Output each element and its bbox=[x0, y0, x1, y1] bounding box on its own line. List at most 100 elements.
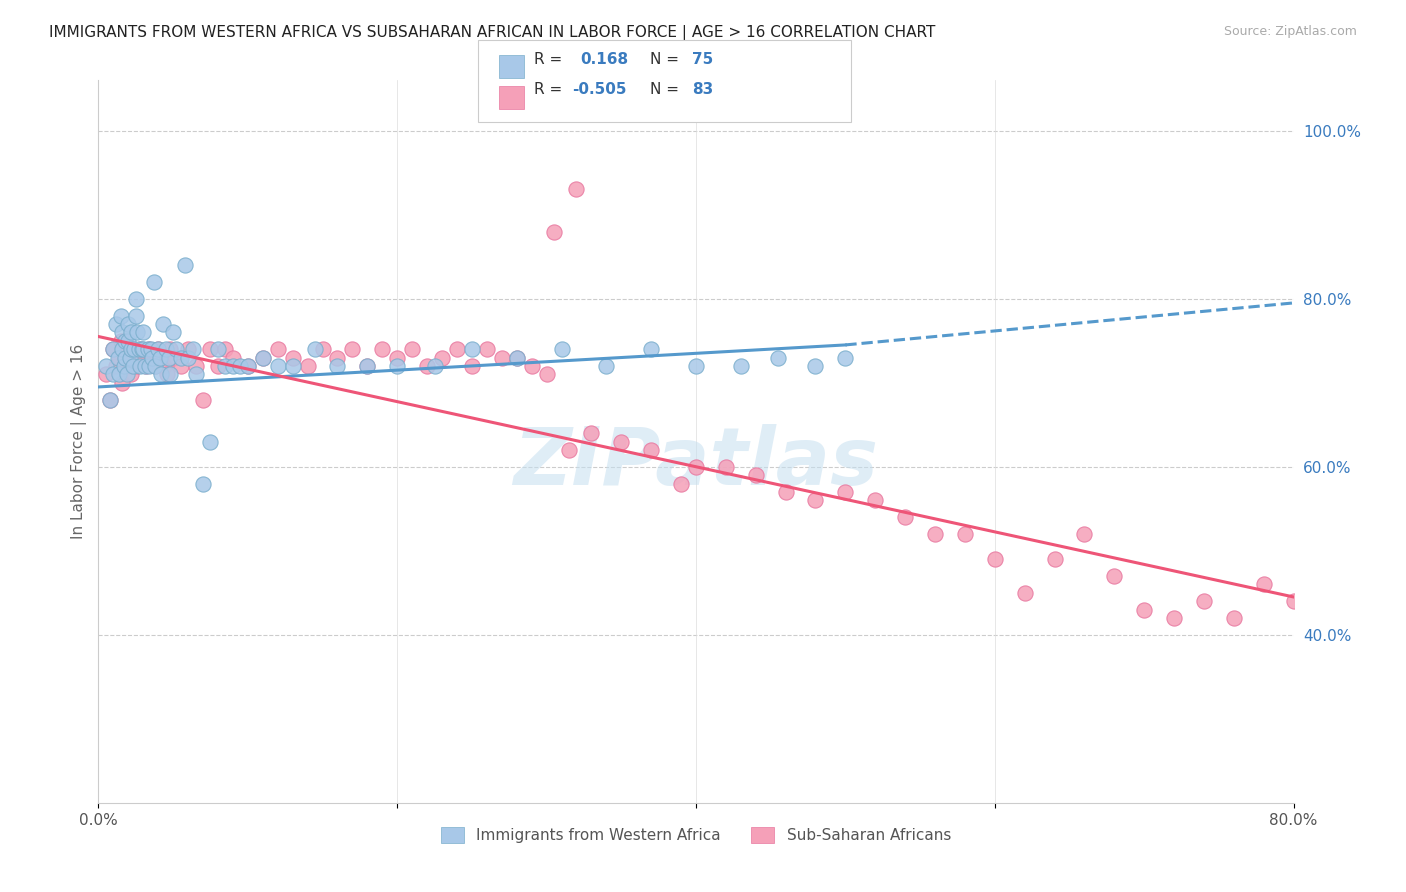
Point bbox=[155, 342, 177, 356]
Point bbox=[94, 368, 117, 382]
Point bbox=[595, 359, 617, 373]
Point bbox=[125, 351, 148, 365]
Point bbox=[177, 342, 200, 356]
Point bbox=[150, 368, 173, 382]
Point bbox=[159, 368, 181, 382]
Point bbox=[581, 426, 603, 441]
Text: R =: R = bbox=[534, 52, 568, 67]
Point bbox=[685, 359, 707, 373]
Point bbox=[281, 359, 304, 373]
Point bbox=[111, 376, 134, 390]
Text: N =: N = bbox=[650, 52, 683, 67]
Point bbox=[804, 493, 827, 508]
Point bbox=[135, 359, 157, 373]
Point bbox=[311, 342, 333, 356]
Point bbox=[138, 342, 160, 356]
Point bbox=[356, 359, 378, 373]
Point bbox=[191, 476, 214, 491]
Text: -0.505: -0.505 bbox=[572, 82, 627, 97]
Point bbox=[730, 359, 752, 373]
Point bbox=[136, 342, 159, 356]
Point bbox=[132, 326, 155, 340]
Point bbox=[1014, 586, 1036, 600]
Point bbox=[114, 351, 136, 365]
Point bbox=[267, 359, 290, 373]
Point bbox=[103, 342, 125, 356]
Point bbox=[685, 459, 707, 474]
Point bbox=[924, 527, 946, 541]
Point bbox=[138, 359, 160, 373]
Point bbox=[124, 342, 146, 356]
Point bbox=[181, 342, 204, 356]
Point bbox=[127, 359, 149, 373]
Point bbox=[94, 359, 117, 373]
Point bbox=[114, 334, 136, 348]
Point bbox=[550, 342, 572, 356]
Point bbox=[326, 359, 349, 373]
Point bbox=[1192, 594, 1215, 608]
Point bbox=[565, 182, 588, 196]
Point bbox=[834, 485, 856, 500]
Point bbox=[371, 342, 394, 356]
Point bbox=[229, 359, 252, 373]
Point bbox=[108, 368, 131, 382]
Point bbox=[132, 342, 155, 356]
Point bbox=[177, 351, 200, 365]
Y-axis label: In Labor Force | Age > 16: In Labor Force | Age > 16 bbox=[72, 344, 87, 539]
Point bbox=[236, 359, 259, 373]
Text: ZIPatlas: ZIPatlas bbox=[513, 425, 879, 502]
Point bbox=[120, 326, 142, 340]
Point bbox=[207, 359, 229, 373]
Point bbox=[120, 342, 142, 356]
Point bbox=[200, 342, 222, 356]
Point bbox=[103, 342, 125, 356]
Point bbox=[118, 359, 141, 373]
Point bbox=[157, 351, 180, 365]
Text: 83: 83 bbox=[692, 82, 713, 97]
Point bbox=[252, 351, 274, 365]
Point bbox=[98, 392, 122, 407]
Point bbox=[766, 351, 789, 365]
Point bbox=[1223, 611, 1246, 625]
Point bbox=[200, 434, 222, 449]
Point bbox=[149, 351, 172, 365]
Point bbox=[142, 275, 165, 289]
Point bbox=[143, 359, 166, 373]
Point bbox=[152, 317, 174, 331]
Point bbox=[129, 359, 152, 373]
Point bbox=[169, 351, 191, 365]
Point bbox=[669, 476, 692, 491]
Point bbox=[865, 493, 887, 508]
Point bbox=[110, 334, 132, 348]
Point bbox=[1163, 611, 1185, 625]
Text: 75: 75 bbox=[692, 52, 713, 67]
Point bbox=[610, 434, 633, 449]
Point bbox=[356, 359, 378, 373]
Point bbox=[252, 351, 274, 365]
Point bbox=[506, 351, 529, 365]
Point bbox=[207, 342, 229, 356]
Point bbox=[139, 342, 162, 356]
Point bbox=[267, 342, 290, 356]
Point bbox=[281, 351, 304, 365]
Point bbox=[304, 342, 326, 356]
Point bbox=[1133, 602, 1156, 616]
Point bbox=[120, 368, 142, 382]
Text: N =: N = bbox=[650, 82, 683, 97]
Point bbox=[162, 326, 184, 340]
Point bbox=[461, 342, 484, 356]
Point bbox=[1282, 594, 1305, 608]
Point bbox=[775, 485, 797, 500]
Point bbox=[745, 468, 768, 483]
Point bbox=[115, 368, 138, 382]
Point bbox=[150, 351, 173, 365]
Point bbox=[131, 342, 153, 356]
Point bbox=[111, 342, 134, 356]
Point bbox=[1104, 569, 1126, 583]
Point bbox=[326, 351, 349, 365]
Point bbox=[385, 359, 409, 373]
Point bbox=[714, 459, 737, 474]
Point bbox=[128, 342, 150, 356]
Point bbox=[143, 359, 166, 373]
Legend: Immigrants from Western Africa, Sub-Saharan Africans: Immigrants from Western Africa, Sub-Saha… bbox=[434, 822, 957, 849]
